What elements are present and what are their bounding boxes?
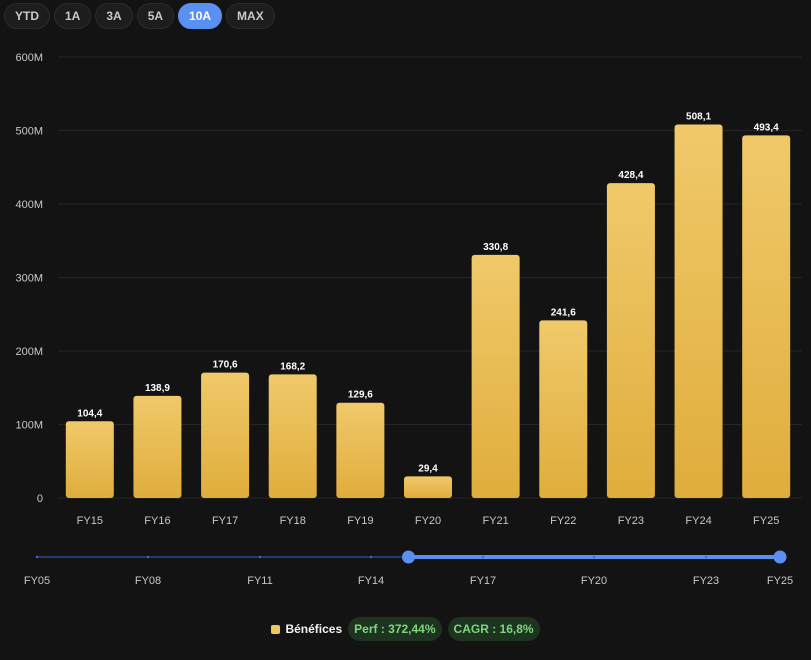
y-tick-label: 200M	[15, 346, 43, 358]
x-tick-label: FY21	[482, 515, 508, 527]
x-tick-label: FY18	[280, 515, 306, 527]
navigator-end-handle[interactable]	[773, 550, 787, 564]
navigator-tick	[35, 555, 39, 559]
x-tick-label: FY25	[753, 515, 779, 527]
y-tick-label: 0	[37, 493, 43, 505]
navigator-tick	[146, 555, 150, 559]
bar-value-label: 241,6	[551, 307, 576, 318]
legend: Bénéfices Perf : 372,44% CAGR : 16,8%	[0, 617, 811, 641]
x-tick-label: FY20	[415, 515, 441, 527]
bar-value-label: 330,8	[483, 242, 508, 253]
navigator-tick	[258, 555, 262, 559]
range-tab-5a[interactable]: 5A	[136, 3, 175, 29]
y-tick-label: 100M	[15, 420, 43, 432]
bar-value-label: 428,4	[618, 170, 643, 181]
earnings-bar-chart: 0 100M 200M 300M 400M 500M 600M 104,4 138,9 170,…	[15, 52, 802, 588]
navigator-label: FY14	[358, 575, 384, 587]
legend-label: Bénéfices	[285, 622, 343, 636]
bar-fy16[interactable]	[133, 395, 182, 498]
range-tab-1a[interactable]: 1A	[54, 3, 92, 29]
bar-fy18[interactable]	[268, 374, 317, 498]
bar-value-label: 508,1	[686, 112, 711, 123]
legend-item-benefices[interactable]: Bénéfices	[271, 622, 342, 636]
bar-fy15[interactable]	[65, 421, 114, 498]
x-tick-label: FY17	[212, 515, 238, 527]
range-tab-ytd[interactable]: YTD	[4, 3, 50, 29]
x-axis: FY15 FY16 FY17 FY18 FY19 FY20 FY21 FY22 FY23 FY24…	[77, 515, 780, 527]
bar-fy20[interactable]	[404, 476, 452, 498]
x-tick-label: FY15	[77, 515, 103, 527]
bar-fy23[interactable]	[606, 183, 655, 498]
navigator-start-handle[interactable]	[402, 550, 415, 564]
bar-fy24[interactable]	[674, 124, 723, 498]
bar-value-label: 493,4	[754, 122, 779, 133]
y-tick-label: 500M	[15, 126, 43, 138]
navigator-label: FY25	[767, 575, 793, 587]
bars: 104,4 138,9 170,6 168,2 129,6 29,4 330,8 241,6 4…	[65, 112, 791, 498]
perf-badge: Perf : 372,44%	[348, 617, 442, 641]
legend-swatch	[271, 624, 281, 634]
bar-value-label: 138,9	[145, 383, 170, 394]
bar-fy22[interactable]	[539, 320, 588, 498]
y-tick-label: 400M	[15, 199, 43, 211]
bar-value-label: 29,4	[418, 463, 438, 474]
x-tick-label: FY22	[550, 515, 576, 527]
range-tab-3a[interactable]: 3A	[95, 3, 133, 29]
x-tick-label: FY23	[618, 515, 644, 527]
navigator-label: FY11	[247, 575, 272, 587]
navigator-tick	[481, 555, 485, 559]
range-navigator[interactable]: FY05 FY08 FY11 FY14 FY17 FY20 FY23 FY25	[24, 550, 793, 588]
cagr-badge: CAGR : 16,8%	[447, 617, 540, 641]
range-tab-10a[interactable]: 10A	[178, 3, 223, 29]
bar-value-label: 170,6	[213, 360, 238, 371]
y-tick-label: 600M	[15, 52, 43, 64]
y-tick-label: 300M	[15, 273, 43, 285]
navigator-label: FY05	[24, 575, 50, 587]
x-tick-label: FY24	[685, 515, 711, 527]
navigator-label: FY23	[693, 575, 719, 587]
x-tick-label: FY19	[347, 515, 373, 527]
bar-fy17[interactable]	[201, 372, 250, 498]
y-axis: 0 100M 200M 300M 400M 500M 600M	[15, 52, 43, 505]
bar-fy19[interactable]	[336, 402, 385, 498]
navigator-tick	[704, 555, 708, 559]
bar-fy25[interactable]	[742, 135, 791, 498]
bar-value-label: 129,6	[348, 390, 373, 401]
bar-value-label: 104,4	[77, 408, 102, 419]
bar-value-label: 168,2	[280, 361, 305, 372]
navigator-label: FY08	[135, 575, 161, 587]
navigator-tick	[369, 555, 373, 559]
bar-fy21[interactable]	[471, 254, 520, 498]
x-tick-label: FY16	[144, 515, 170, 527]
navigator-label: FY17	[470, 575, 496, 587]
range-selector: YTD 1A 3A 5A 10A MAX	[4, 3, 275, 29]
navigator-label: FY20	[581, 575, 607, 587]
navigator-tick	[592, 555, 596, 559]
range-tab-max[interactable]: MAX	[226, 3, 275, 29]
